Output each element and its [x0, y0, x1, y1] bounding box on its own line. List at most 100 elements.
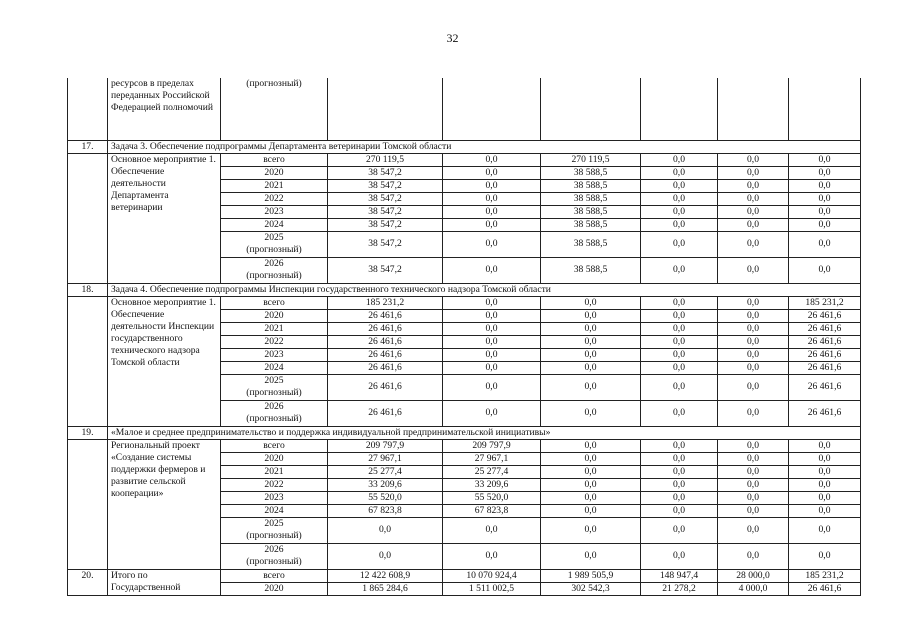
year-cell: 2020 [220, 308, 328, 323]
amount-cell: 0,0 [788, 464, 861, 479]
amount-cell: 38 588,5 [540, 165, 641, 180]
amount-cell: 0,0 [717, 308, 789, 323]
table-row: 2024 26 461,6 0,0 0,0 0,0 0,0 26 461,6 [68, 360, 861, 375]
amount-cell: 0,0 [442, 165, 541, 180]
year-label: 2025 [264, 232, 284, 243]
amount-cell: 0,0 [442, 542, 541, 570]
amount-cell: 26 461,6 [327, 373, 443, 401]
amount-cell: 26 461,6 [327, 321, 443, 336]
row-number: 20. [67, 568, 108, 596]
activity-name: Итого по Государственной [107, 568, 221, 596]
amount-cell: 0,0 [640, 477, 718, 492]
amount-cell: 0,0 [540, 503, 641, 518]
row-number [67, 78, 108, 141]
amount-cell: 0,0 [442, 347, 541, 362]
amount-cell: 0,0 [717, 256, 789, 284]
row-number: 18. [67, 282, 108, 297]
year-label: 2024 [264, 361, 284, 373]
year-label: 2022 [264, 478, 284, 490]
amount-cell: 33 209,6 [327, 477, 443, 492]
year-cell: всего [220, 568, 328, 583]
year-cell: 2022 [220, 477, 328, 492]
amount-cell: 26 461,6 [788, 581, 861, 596]
amount-cell: 0,0 [788, 230, 861, 258]
amount-cell: 0,0 [717, 204, 789, 219]
table-row: 2022 38 547,2 0,0 38 588,5 0,0 0,0 0,0 [68, 191, 861, 206]
amount-cell: 21 278,2 [640, 581, 718, 596]
row-number [67, 438, 108, 570]
amount-cell: 0,0 [442, 516, 541, 544]
amount-cell: 0,0 [640, 438, 718, 453]
year-cell: 2026 (прогнозный) [220, 542, 328, 570]
year-label: 2023 [264, 348, 284, 360]
amount-cell: 0,0 [640, 464, 718, 479]
year-cell: 2025 (прогнозный) [220, 373, 328, 401]
year-cell: 2021 [220, 321, 328, 336]
amount-cell: 0,0 [788, 542, 861, 570]
amount-cell: 4 000,0 [717, 581, 789, 596]
year-label: 2021 [264, 179, 284, 191]
amount-cell: 38 588,5 [540, 256, 641, 284]
year-cell: 2024 [220, 217, 328, 232]
amount-cell: 0,0 [717, 490, 789, 505]
table-row: 2020 26 461,6 0,0 0,0 0,0 0,0 26 461,6 [68, 308, 861, 323]
amount-cell: 270 119,5 [327, 152, 443, 167]
amount-cell: 0,0 [640, 256, 718, 284]
year-cell: 2020 [220, 451, 328, 466]
amount-cell: 38 547,2 [327, 217, 443, 232]
amount-cell: 0,0 [540, 347, 641, 362]
year-label: 2021 [264, 465, 284, 477]
year-cell: 2020 [220, 581, 328, 596]
forecast-note: (прогнозный) [246, 530, 302, 541]
amount-cell: 0,0 [640, 347, 718, 362]
year-cell: 2020 [220, 165, 328, 180]
amount-cell: 0,0 [442, 295, 541, 310]
year-cell: 2021 [220, 464, 328, 479]
amount-cell: 26 461,6 [788, 308, 861, 323]
amount-cell: 0,0 [540, 438, 641, 453]
year-cell: всего [220, 438, 328, 453]
amount-cell: 26 461,6 [327, 360, 443, 375]
year-cell: 2026 (прогнозный) [220, 256, 328, 284]
amount-cell: 0,0 [640, 191, 718, 206]
year-label: 2021 [264, 322, 284, 334]
amount-cell: 0,0 [442, 178, 541, 193]
amount-cell: 0,0 [327, 516, 443, 544]
amount-cell: 0,0 [640, 230, 718, 258]
year-cell: 2023 [220, 204, 328, 219]
task-title: «Малое и среднее предпринимательство и п… [107, 425, 861, 440]
amount-cell: 26 461,6 [788, 321, 861, 336]
amount-cell: 38 547,2 [327, 165, 443, 180]
year-label: всего [263, 153, 285, 165]
year-label: 2025 [264, 375, 284, 386]
table-row: Основное мероприятие 1. Обеспечение деят… [67, 152, 861, 284]
activity-name: Региональный проект «Создание системы по… [107, 438, 221, 570]
amount-cell: 26 461,6 [327, 399, 443, 427]
amount-cell: 0,0 [640, 542, 718, 570]
funding-table: ресурсов в пределах переданных Российско… [67, 78, 861, 596]
year-label: 2023 [264, 205, 284, 217]
amount-cell: 38 588,5 [540, 217, 641, 232]
task-title: Задача 4. Обеспечение подпрограммы Инспе… [107, 282, 861, 297]
amount-cell: 26 461,6 [327, 308, 443, 323]
task-title: Задача 3. Обеспечение подпрограммы Депар… [107, 139, 861, 154]
amount-cell: 0,0 [788, 256, 861, 284]
amount-cell: 148 947,4 [640, 568, 718, 583]
table-row: 2022 33 209,6 33 209,6 0,0 0,0 0,0 0,0 [68, 477, 861, 492]
amount-cell: 38 547,2 [327, 204, 443, 219]
amount-cell: 0,0 [442, 256, 541, 284]
amount-cell: 0,0 [540, 295, 641, 310]
amount-cell: 33 209,6 [442, 477, 541, 492]
activity-name: ресурсов в пределах переданных Российско… [107, 78, 221, 141]
year-label: всего [263, 296, 285, 308]
amount-cell: 0,0 [442, 230, 541, 258]
amount-cell: 0,0 [717, 373, 789, 401]
amount-cell: 26 461,6 [788, 373, 861, 401]
amount-cell: 0,0 [540, 516, 641, 544]
amount-cell: 38 588,5 [540, 178, 641, 193]
year-label: всего [263, 569, 285, 581]
amount-cell: 0,0 [640, 503, 718, 518]
year-cell: 2026 (прогнозный) [220, 399, 328, 427]
amount-cell: 0,0 [717, 399, 789, 427]
amount-cell: 0,0 [327, 542, 443, 570]
